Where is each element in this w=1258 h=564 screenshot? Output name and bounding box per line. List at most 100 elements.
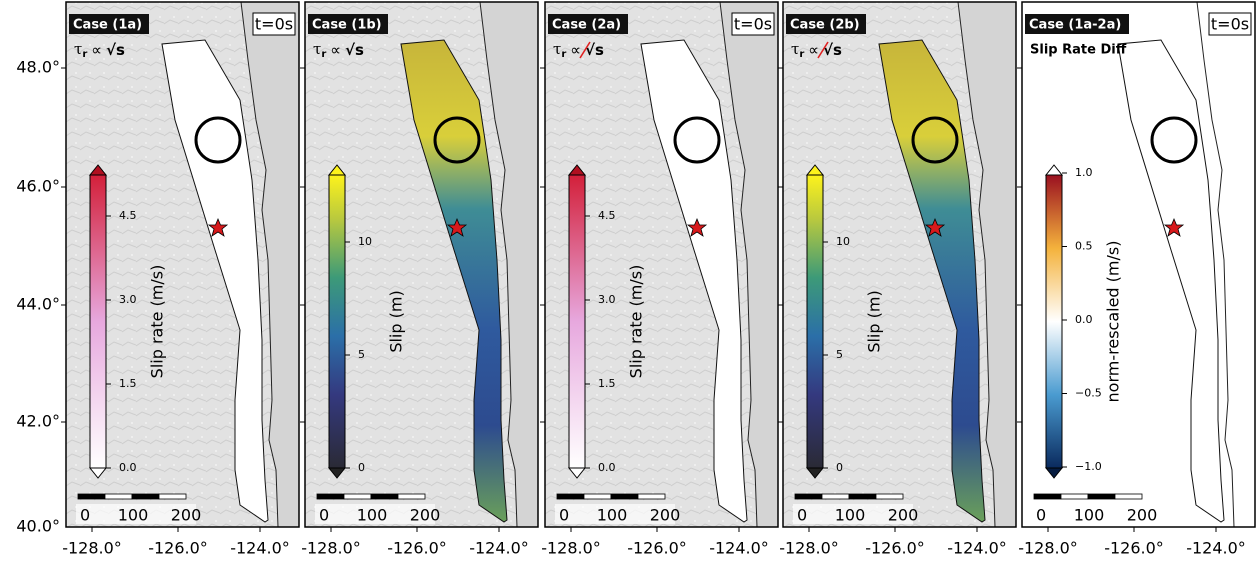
formula-part: ∝: [91, 41, 102, 59]
colorbar-tick-label: 5: [358, 348, 365, 361]
formula-part: τ: [553, 40, 561, 58]
formula-part: √s: [345, 41, 364, 59]
scalebar-label: 0: [797, 506, 807, 525]
formula: τr∝√s: [791, 40, 842, 60]
x-tick-label: -124.0°: [947, 539, 1007, 558]
y-tick-label: 42.0°: [16, 412, 60, 431]
map-panel: Case (1a-2a) t=0s Slip Rate Diff −1.0 −0.5 0.…: [1017, 2, 1255, 558]
scalebar-segment: [398, 494, 425, 499]
y-tick-label: 48.0°: [16, 58, 60, 77]
scalebar-label: 100: [118, 506, 149, 525]
scalebar-segment: [1034, 494, 1061, 499]
case-label: Case (1b): [312, 18, 382, 33]
case-label: Case (2a): [552, 18, 621, 33]
colorbar-label: Slip (m): [865, 290, 884, 352]
scalebar-segment: [1115, 494, 1142, 499]
x-tick-label: -126.0°: [865, 539, 925, 558]
scalebar-label: 0: [559, 506, 569, 525]
scalebar-segment: [78, 494, 105, 499]
scalebar-label: 100: [835, 506, 866, 525]
formula: τr∝√s: [313, 40, 364, 60]
figure: 48.0°46.0°44.0°42.0°40.0°Case (1a)t=0sτr…: [0, 0, 1258, 564]
colorbar-tick-label: 1.5: [598, 377, 616, 390]
colorbar-tick-label: 0: [836, 461, 843, 474]
colorbar-tick-label: 5: [836, 348, 843, 361]
x-tick-label: -124.0°: [230, 539, 290, 558]
colorbar-tick-label: 1.0: [1075, 166, 1093, 179]
scalebar-label: 200: [410, 506, 441, 525]
formula-part: √s: [823, 41, 842, 59]
x-tick-label: -126.0°: [148, 539, 208, 558]
formula-part: τ: [74, 40, 82, 58]
colorbar-tick-label: 0: [358, 461, 365, 474]
x-tick-label: -128.0°: [62, 539, 122, 558]
colorbar-tick-label: 0.5: [1075, 240, 1093, 253]
colorbar-tick-label: 3.0: [119, 293, 137, 306]
case-label: Case (1a): [73, 18, 142, 33]
scalebar-segment: [344, 494, 371, 499]
scalebar-segment: [638, 494, 665, 499]
subtitle: Slip Rate Diff: [1030, 43, 1127, 58]
formula-part: ∝: [808, 41, 819, 59]
colorbar-tick-label: 4.5: [598, 209, 616, 222]
formula-part: √s: [106, 41, 125, 59]
formula-part: r: [82, 49, 87, 60]
colorbar-tick-label: 0.0: [119, 461, 137, 474]
x-tick-label: -128.0°: [541, 539, 601, 558]
scalebar-segment: [611, 494, 638, 499]
formula-part: τ: [313, 40, 321, 58]
scalebar-label: 0: [1036, 506, 1046, 525]
scalebar-segment: [317, 494, 344, 499]
scalebar-segment: [795, 494, 822, 499]
scalebar-segment: [159, 494, 186, 499]
case-label: Case (2b): [790, 18, 860, 33]
scalebar-label: 200: [1127, 506, 1158, 525]
time-label: t=0s: [255, 15, 293, 34]
colorbar: [90, 175, 106, 468]
colorbar: [807, 175, 823, 468]
colorbar-tick-label: −1.0: [1075, 460, 1102, 473]
formula-part: τ: [791, 40, 799, 58]
colorbar-tick-label: −0.5: [1075, 387, 1102, 400]
time-label: t=0s: [1211, 15, 1249, 34]
x-tick-label: -124.0°: [709, 539, 769, 558]
formula-part: r: [561, 49, 566, 60]
scalebar-segment: [1061, 494, 1088, 499]
colorbar-tick-label: 10: [358, 235, 372, 248]
x-tick-label: -128.0°: [301, 539, 361, 558]
x-tick-label: -124.0°: [1186, 539, 1246, 558]
x-tick-label: -126.0°: [387, 539, 447, 558]
colorbar-tick-label: 3.0: [598, 293, 616, 306]
scalebar-segment: [132, 494, 159, 499]
scalebar-segment: [822, 494, 849, 499]
x-tick-label: -128.0°: [779, 539, 839, 558]
formula: τr∝√s: [553, 40, 604, 60]
colorbar-label: norm-rescaled (m/s): [1104, 241, 1123, 403]
x-tick-label: -128.0°: [1018, 539, 1078, 558]
colorbar: [569, 175, 585, 468]
y-tick-label: 40.0°: [16, 517, 60, 536]
formula-part: ∝: [570, 41, 581, 59]
case-label: Case (1a-2a): [1029, 18, 1121, 33]
colorbar-label: Slip rate (m/s): [627, 265, 646, 379]
map-panel: Case (2a)t=0sτr∝√s0.01.53.04.5Slip rate …: [540, 2, 778, 558]
colorbar-tick-label: 0.0: [598, 461, 616, 474]
colorbar-label: Slip rate (m/s): [148, 265, 167, 379]
formula-part: r: [321, 49, 326, 60]
x-tick-label: -126.0°: [1104, 539, 1164, 558]
scalebar-segment: [557, 494, 584, 499]
colorbar-tick-label: 4.5: [119, 209, 137, 222]
x-tick-label: -124.0°: [469, 539, 529, 558]
scalebar-segment: [1088, 494, 1115, 499]
scalebar-label: 200: [650, 506, 681, 525]
scalebar-label: 200: [171, 506, 202, 525]
x-tick-label: -126.0°: [627, 539, 687, 558]
scalebar-segment: [849, 494, 876, 499]
y-tick-label: 44.0°: [16, 295, 60, 314]
formula: τr ∝√s: [74, 40, 125, 60]
colorbar-label: Slip (m): [387, 290, 406, 352]
time-label: t=0s: [734, 15, 772, 34]
